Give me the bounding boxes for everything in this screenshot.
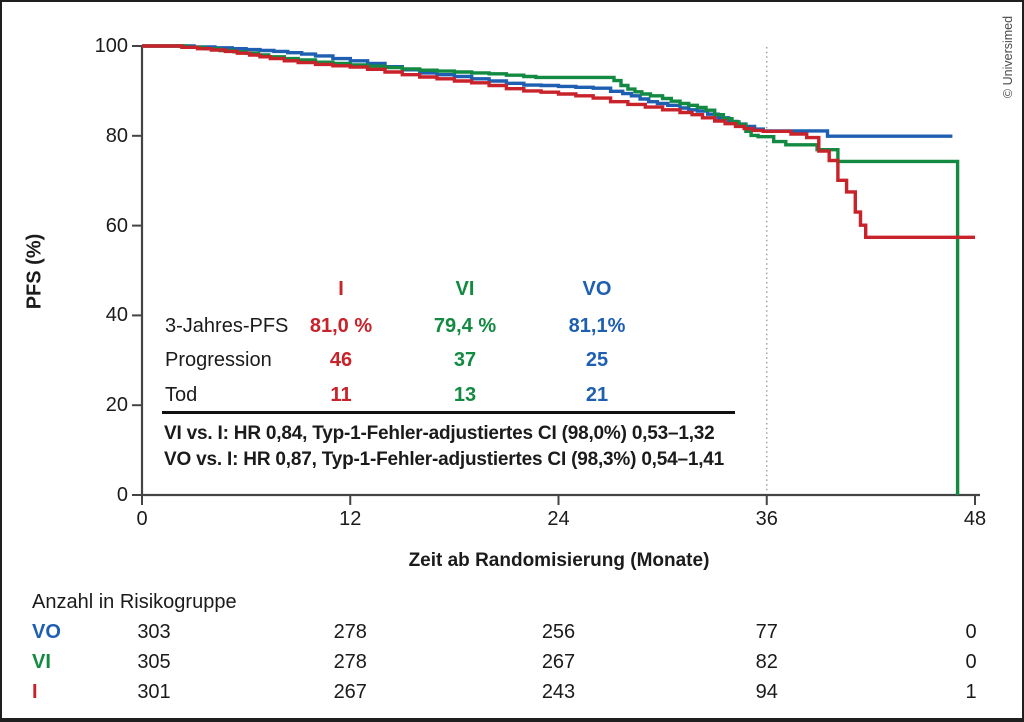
risk-count-vo-t48: 0: [965, 621, 977, 643]
y-tick-label-20: 20: [105, 394, 128, 417]
risk-row-label-vo: VO: [32, 621, 61, 643]
risk-count-vi-t12: 278: [333, 651, 367, 673]
risk-count-i-t12: 267: [333, 681, 367, 703]
stats-value-vi-0: 79,4 %: [433, 315, 497, 337]
risk-count-vi-t48: 0: [965, 651, 977, 673]
hr-footnote-vi-vs-i: VI vs. I: HR 0,84, Typ-1-Fehler-adjustie…: [164, 423, 715, 444]
x-tick-label-24: 24: [547, 508, 570, 530]
y-tick-label-80: 80: [105, 124, 128, 147]
risk-table-caption: Anzahl in Risikogruppe: [32, 591, 237, 613]
stats-value-i-2: 11: [330, 384, 352, 406]
stats-value-vi-2: 13: [453, 384, 477, 406]
stats-col-header-vo: VO: [582, 278, 612, 300]
copyright-credit: © Universimed: [1001, 15, 1015, 99]
risk-row-label-i: I: [32, 681, 38, 703]
risk-count-i-t24: 243: [541, 681, 576, 703]
risk-count-vi-t0: 305: [137, 651, 171, 673]
stats-value-i-0: 81,0 %: [309, 315, 373, 337]
hr-footnote-vo-vs-i: VO vs. I: HR 0,87, Typ-1-Fehler-adjustie…: [164, 449, 725, 470]
risk-row-label-vi: VI: [32, 651, 51, 673]
x-tick-label-12: 12: [339, 508, 362, 530]
y-tick-label-40: 40: [105, 304, 128, 327]
risk-count-vi-t36: 82: [755, 651, 778, 673]
risk-count-vo-t24: 256: [541, 621, 576, 643]
stats-row-label-1: Progression: [165, 349, 272, 371]
y-tick-label-0: 0: [116, 484, 128, 506]
stats-value-vo-1: 25: [585, 349, 609, 371]
risk-count-vo-t36: 77: [755, 621, 778, 643]
x-tick-label-36: 36: [755, 508, 778, 530]
stats-value-vi-1: 37: [453, 349, 477, 371]
stats-row-label-0: 3-Jahres-PFS: [165, 315, 289, 337]
stats-row-label-2: Tod: [165, 384, 198, 406]
stats-col-header-i: I: [338, 278, 344, 300]
risk-count-vo-t0: 303: [137, 621, 171, 643]
stats-value-vo-0: 81,1%: [568, 315, 626, 337]
risk-count-vo-t12: 278: [333, 621, 367, 643]
stats-col-header-vi: VI: [455, 278, 475, 300]
x-axis-title: Zeit ab Randomisierung (Monate): [408, 550, 710, 571]
stats-table-divider: [162, 411, 735, 414]
y-axis-title: PFS (%): [23, 233, 46, 310]
y-tick-label-100: 100: [94, 35, 128, 57]
y-tick-label-60: 60: [105, 214, 128, 237]
stats-value-vo-2: 21: [585, 384, 609, 406]
risk-count-i-t36: 94: [755, 681, 778, 703]
x-tick-label-0: 0: [136, 508, 148, 530]
risk-count-vi-t24: 267: [541, 651, 576, 673]
risk-count-i-t0: 301: [137, 681, 171, 703]
risk-count-i-t48: 1: [965, 681, 977, 703]
x-tick-label-48: 48: [963, 508, 987, 530]
stats-value-i-1: 46: [329, 349, 353, 371]
